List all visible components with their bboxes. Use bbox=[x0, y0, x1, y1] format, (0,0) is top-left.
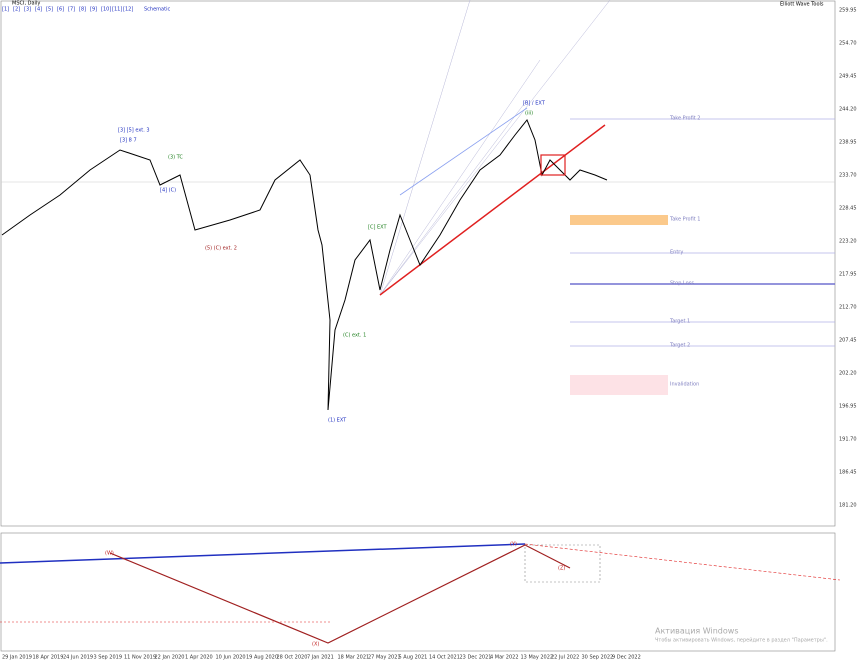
toolbar-button: [11] bbox=[112, 7, 122, 13]
wave-label: (5) (C) ext. 2 bbox=[205, 246, 237, 252]
wave-label: [4] (C) bbox=[160, 188, 176, 194]
wave-label: (1) EXT bbox=[328, 418, 347, 424]
date-tick: 3 Sep 2019 bbox=[94, 655, 123, 661]
wave-label: [3] [5] ext. 3 bbox=[118, 128, 150, 134]
level-label: Stop Loss bbox=[670, 281, 694, 287]
toolbar-button: [1] bbox=[2, 7, 9, 13]
price-tick: 191.70 bbox=[839, 437, 857, 443]
levels bbox=[570, 118, 835, 347]
toolbar-button: [7] bbox=[68, 7, 75, 13]
toolbar-button: [5] bbox=[46, 7, 53, 13]
price-tick: 259.95 bbox=[839, 8, 857, 14]
date-tick: 18 Apr 2019 bbox=[33, 655, 64, 661]
date-tick: 10 Jun 2020 bbox=[216, 655, 246, 661]
date-tick: 11 Nov 2019 bbox=[124, 655, 156, 661]
price-tick: 217.95 bbox=[839, 272, 857, 278]
toolbar-button: [8] bbox=[79, 7, 86, 13]
indicator-label: (W) bbox=[105, 551, 114, 557]
wave-label: [C] EXT bbox=[368, 225, 387, 231]
price-tick: 244.20 bbox=[839, 107, 857, 113]
price-tick: 249.45 bbox=[839, 74, 857, 80]
price-tick: 233.70 bbox=[839, 173, 857, 179]
date-tick: 27 May 2021 bbox=[368, 655, 401, 661]
toolbar-button: [10] bbox=[101, 7, 111, 13]
price-tick: 228.45 bbox=[839, 206, 857, 212]
date-tick: 29 Jan 2019 bbox=[2, 655, 32, 661]
channel bbox=[399, 107, 528, 196]
price-tick: 181.20 bbox=[839, 503, 857, 509]
indicator-line bbox=[0, 543, 526, 564]
price-tick: 196.95 bbox=[839, 404, 857, 410]
projection bbox=[524, 543, 841, 581]
price-tick: 207.45 bbox=[839, 338, 857, 344]
zigzag bbox=[109, 544, 571, 644]
level-label: Take Profit 2 bbox=[669, 116, 701, 122]
indicator-label: (X) bbox=[312, 642, 319, 648]
level-label: Target 2 bbox=[669, 343, 690, 349]
date-tick: 24 Jun 2019 bbox=[63, 655, 93, 661]
date-tick: 13 May 2022 bbox=[521, 655, 554, 661]
date-tick: 30 Sep 2022 bbox=[582, 655, 614, 661]
date-tick: 18 Mar 2021 bbox=[338, 655, 370, 661]
main-pane bbox=[0, 0, 836, 527]
stop-zone bbox=[570, 375, 668, 395]
date-tick: 1 Apr 2020 bbox=[185, 655, 213, 661]
toolbar-button: [9] bbox=[90, 7, 97, 13]
take-profit-zone bbox=[570, 215, 668, 225]
trend-line bbox=[379, 124, 606, 296]
level-label: Take Profit 1 bbox=[669, 217, 701, 223]
date-tick: 4 Mar 2022 bbox=[490, 655, 519, 661]
toolbar-button: Schematic bbox=[144, 7, 170, 13]
price-tick: 212.70 bbox=[839, 305, 857, 311]
date-tick: 22 Jan 2020 bbox=[155, 655, 185, 661]
indicator-label: (Y) bbox=[510, 542, 517, 548]
price-tick: 223.20 bbox=[839, 239, 857, 245]
price-tick: 202.20 bbox=[839, 371, 857, 377]
fan bbox=[379, 0, 611, 296]
date-tick: 14 Oct 2021 bbox=[429, 655, 460, 661]
date-tick: 22 Jul 2022 bbox=[551, 655, 579, 661]
target-box bbox=[524, 544, 601, 583]
wave-label: [3] 8 7 bbox=[120, 138, 137, 144]
toolbar-button: [4] bbox=[35, 7, 42, 13]
wave-label: [B] / EXT bbox=[523, 101, 546, 107]
date-tick: 7 Jan 2021 bbox=[307, 655, 334, 661]
price-series bbox=[1, 119, 608, 411]
date-tick: 19 Aug 2020 bbox=[246, 655, 278, 661]
level-label: Invalidation bbox=[670, 382, 699, 388]
chart-title: MSCI, Daily bbox=[12, 1, 40, 7]
price-tick: 186.45 bbox=[839, 470, 857, 476]
tool-title: Elliott Wave Tools bbox=[780, 2, 824, 8]
indicator-pane bbox=[0, 532, 836, 652]
watermark-title: Активация Windows bbox=[655, 627, 739, 636]
level-label: Target 1 bbox=[669, 319, 690, 325]
date-tick: 23 Dec 2021 bbox=[460, 655, 492, 661]
toolbar-button: [3] bbox=[24, 7, 31, 13]
date-tick: 5 Aug 2021 bbox=[399, 655, 428, 661]
toolbar-button: [6] bbox=[57, 7, 64, 13]
level-label: Entry bbox=[670, 250, 683, 256]
wave-label: (iii) bbox=[525, 111, 533, 117]
toolbar-button: [12] bbox=[123, 7, 133, 13]
toolbar-button: [2] bbox=[13, 7, 20, 13]
entry-box bbox=[540, 154, 566, 176]
price-tick: 254.70 bbox=[839, 41, 857, 47]
watermark-text: Чтобы активировать Windows, перейдите в … bbox=[655, 637, 828, 644]
wave-label: (3) TC bbox=[168, 155, 183, 161]
wave-label: (C) ext. 1 bbox=[343, 333, 366, 339]
price-tick: 238.95 bbox=[839, 140, 857, 146]
indicator-label: (Z) bbox=[558, 566, 565, 572]
date-tick: 28 Oct 2020 bbox=[277, 655, 308, 661]
date-tick: 9 Dec 2022 bbox=[612, 655, 641, 661]
